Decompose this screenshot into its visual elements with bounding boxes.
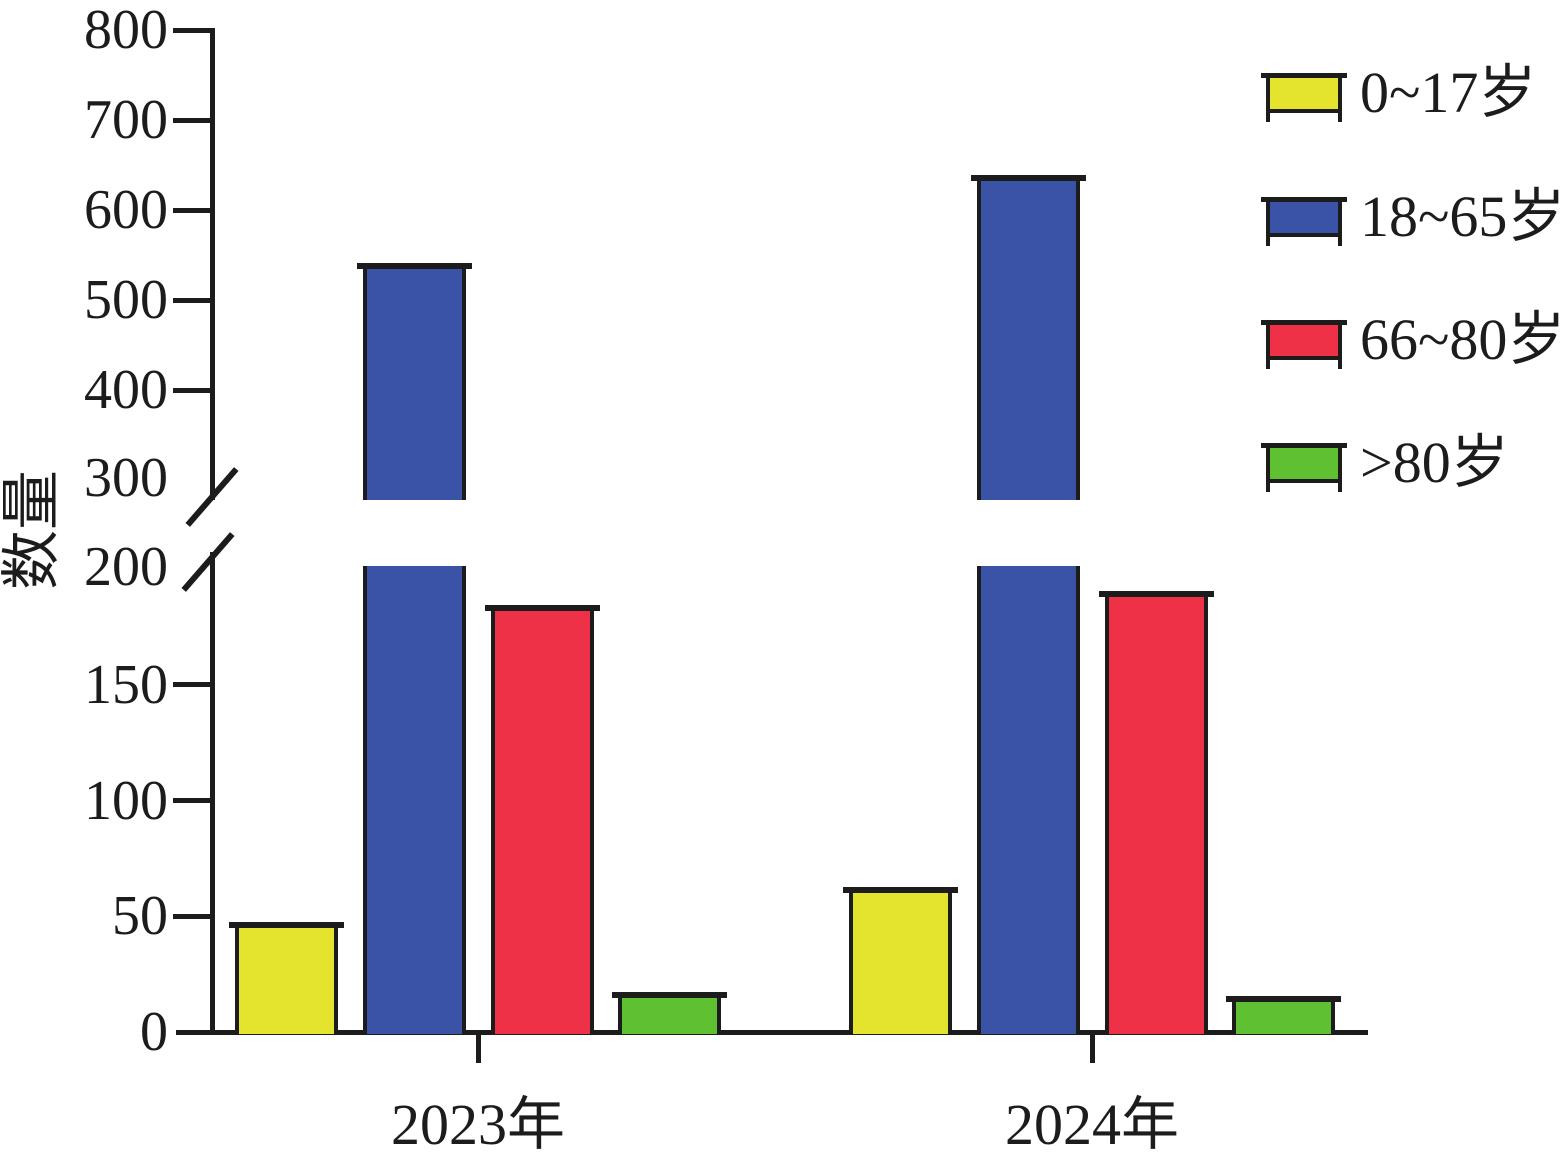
legend-swatch-stub — [1338, 479, 1342, 492]
bar-2023年-66~80岁 — [484, 605, 600, 1034]
upper-y-tick-700 — [173, 117, 215, 123]
y-tick-label-150: 150 — [84, 654, 168, 716]
bar-upper-2024年-18~65岁 — [970, 174, 1086, 500]
bar-top-cap — [1098, 591, 1214, 598]
y-axis-title: 数量 — [0, 470, 65, 590]
legend-swatch-18~65岁 — [1261, 197, 1347, 246]
bar-2024年-0~17岁 — [843, 887, 958, 1034]
y-tick-label-600: 600 — [84, 179, 168, 241]
legend-label-80plus: >80岁 — [1360, 430, 1509, 495]
bar-2024年-66~80岁 — [1098, 591, 1214, 1034]
upper-y-tick-800 — [173, 27, 215, 33]
y-tick-label-50: 50 — [112, 885, 168, 947]
legend-swatch-stub — [1266, 233, 1270, 246]
axis-break-slash-lower — [181, 532, 235, 592]
legend-swatch-stub — [1338, 233, 1342, 246]
bar-2024年->80岁 — [1226, 996, 1341, 1034]
y-tick-label-100: 100 — [84, 770, 168, 832]
bar-lower-2024年-18~65岁 — [976, 566, 1080, 1034]
bar-2023年-0~17岁 — [229, 922, 344, 1034]
legend-swatch-stub — [1266, 356, 1270, 369]
bar-top-cap — [970, 174, 1086, 181]
legend-swatch-stub — [1266, 479, 1270, 492]
legend-swatch-cap — [1261, 320, 1347, 325]
bar-top-cap — [612, 991, 727, 998]
y-tick-label-0: 0 — [140, 1001, 168, 1063]
bar-2023年->80岁 — [612, 991, 727, 1034]
x-label-2024: 2024年 — [1004, 1092, 1180, 1157]
legend-swatch-stub — [1338, 356, 1342, 369]
y-tick-label-700: 700 — [84, 89, 168, 151]
y-tick-label-400: 400 — [84, 359, 168, 421]
legend-swatch-stub — [1266, 109, 1270, 122]
x-label-2023: 2023年 — [390, 1092, 566, 1157]
y-tick-label-500: 500 — [84, 269, 168, 331]
legend-label-18-65: 18~65岁 — [1360, 184, 1560, 249]
legend-swatch-cap — [1261, 197, 1347, 202]
x-tick-2024年 — [1090, 1035, 1095, 1063]
lower-y-tick-150 — [173, 682, 215, 688]
bar-top-cap — [484, 605, 600, 612]
bar-lower-2023年-18~65岁 — [362, 566, 466, 1034]
legend-swatch-cap — [1261, 443, 1347, 448]
bar-upper-2023年-18~65岁 — [356, 263, 472, 500]
y-tick-label-200: 200 — [84, 536, 168, 598]
bar-top-cap — [843, 887, 958, 894]
legend-swatch-stub — [1338, 109, 1342, 122]
bar-top-cap — [1226, 996, 1341, 1003]
lower-y-axis-line — [210, 552, 215, 1035]
x-tick-2023年 — [476, 1035, 481, 1063]
legend-label-66-80: 66~80岁 — [1360, 307, 1560, 372]
upper-y-tick-600 — [173, 207, 215, 213]
y-tick-label-300: 300 — [84, 447, 168, 509]
bar-top-cap — [229, 922, 344, 929]
lower-y-tick-100 — [173, 798, 215, 803]
upper-y-axis-line — [210, 28, 215, 500]
upper-y-tick-400 — [173, 387, 215, 393]
legend-swatch-0~17岁 — [1261, 73, 1347, 122]
y-tick-label-800: 800 — [84, 0, 168, 61]
bar-top-cap — [356, 263, 472, 269]
upper-y-tick-500 — [173, 297, 215, 303]
lower-y-tick-50 — [173, 913, 215, 919]
legend-swatch->80岁 — [1261, 443, 1347, 492]
x-axis-line — [176, 1030, 1368, 1035]
legend-swatch-cap — [1261, 73, 1347, 78]
legend-swatch-66~80岁 — [1261, 320, 1347, 369]
legend-label-0-17: 0~17岁 — [1360, 60, 1537, 125]
